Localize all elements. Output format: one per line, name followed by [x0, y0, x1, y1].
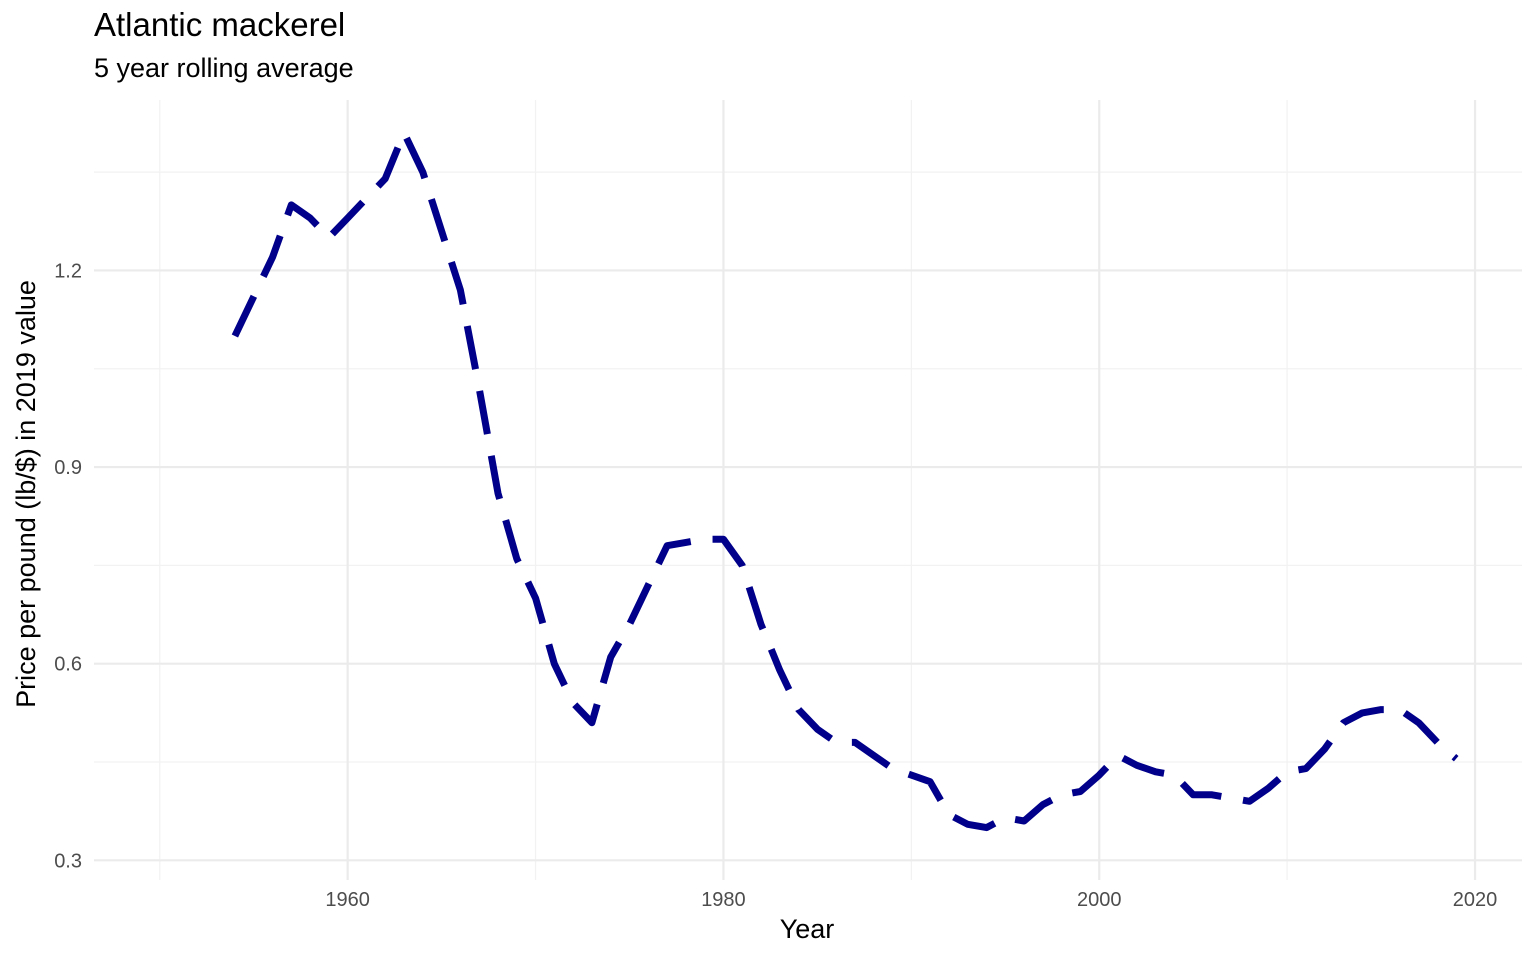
- chart-subtitle: 5 year rolling average: [94, 53, 354, 83]
- x-tick-label: 2020: [1453, 889, 1498, 911]
- y-tick-label: 0.6: [54, 654, 82, 676]
- x-tick-label: 1960: [325, 889, 370, 911]
- x-tick-label: 1980: [701, 889, 746, 911]
- major-gridlines: [94, 100, 1522, 880]
- x-tick-label: 2000: [1077, 889, 1122, 911]
- chart-title: Atlantic mackerel: [94, 6, 346, 43]
- x-tick-labels: 1960 1980 2000 2020: [325, 889, 1497, 911]
- y-axis-title: Price per pound (lb/$) in 2019 value: [11, 280, 41, 708]
- y-tick-labels: 0.3 0.6 0.9 1.2: [54, 260, 82, 872]
- y-tick-label: 1.2: [54, 260, 82, 282]
- y-tick-label: 0.3: [54, 850, 82, 872]
- y-tick-label: 0.9: [54, 457, 82, 479]
- x-axis-title: Year: [780, 914, 835, 944]
- price-series-line: [231, 129, 1459, 832]
- series-layer: [231, 129, 1459, 832]
- minor-gridlines: [94, 100, 1522, 880]
